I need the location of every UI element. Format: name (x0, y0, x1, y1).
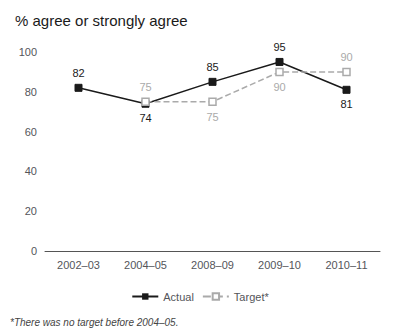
svg-text:2002–03: 2002–03 (57, 259, 100, 271)
svg-text:Target*: Target* (234, 291, 270, 303)
svg-text:*There was no target before 20: *There was no target before 2004–05. (10, 317, 178, 328)
svg-text:40: 40 (25, 165, 37, 177)
svg-text:81: 81 (340, 98, 352, 110)
svg-text:2009–10: 2009–10 (258, 259, 301, 271)
svg-text:95: 95 (273, 41, 285, 53)
svg-text:0: 0 (31, 245, 37, 257)
svg-text:2008–09: 2008–09 (191, 259, 234, 271)
svg-text:75: 75 (139, 81, 151, 93)
svg-text:75: 75 (206, 111, 218, 123)
svg-text:80: 80 (25, 86, 37, 98)
svg-text:90: 90 (340, 51, 352, 63)
svg-text:20: 20 (25, 205, 37, 217)
svg-text:Actual: Actual (163, 291, 194, 303)
svg-text:82: 82 (72, 67, 84, 79)
svg-text:85: 85 (206, 61, 218, 73)
svg-text:2010–11: 2010–11 (325, 259, 367, 271)
svg-text:2004–05: 2004–05 (124, 259, 167, 271)
svg-text:90: 90 (273, 81, 285, 93)
svg-text:100: 100 (19, 46, 37, 58)
svg-text:60: 60 (25, 126, 37, 138)
svg-text:74: 74 (139, 112, 151, 124)
svg-text:% agree or strongly agree: % agree or strongly agree (15, 12, 188, 29)
